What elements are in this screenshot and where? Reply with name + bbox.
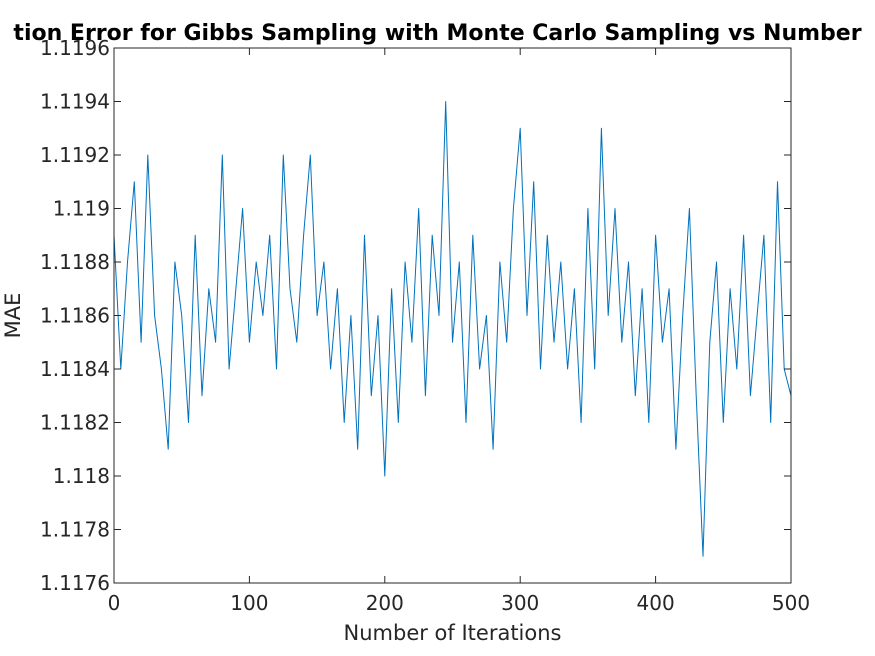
y-tick-label: 1.1192: [40, 143, 110, 167]
y-tick-label: 1.1186: [40, 304, 110, 328]
x-axis-label: Number of Iterations: [344, 621, 562, 645]
y-tick-label: 1.1178: [40, 518, 110, 542]
axes-box: [113, 47, 792, 584]
x-tick-label: 200: [366, 591, 404, 615]
y-tick-label: 1.1194: [40, 90, 110, 114]
x-tick-label: 300: [501, 591, 539, 615]
y-tick-label: 1.1196: [40, 36, 110, 60]
y-tick-label: 1.1182: [40, 411, 110, 435]
chart-title: tion Error for Gibbs Sampling with Monte…: [13, 21, 861, 46]
y-ticks: 1.1176 1.1178 1.118 1.1182 1.1184 1.1186 1.118…: [40, 36, 791, 595]
y-tick-label: 1.118: [53, 464, 110, 488]
y-axis-label: MAE: [1, 293, 25, 339]
y-tick-label: 1.1188: [40, 250, 110, 274]
y-tick-label: 1.1184: [40, 357, 110, 381]
x-tick-label: 100: [230, 591, 268, 615]
series-line: [113, 101, 792, 557]
x-tick-label: 0: [108, 591, 121, 615]
y-tick-label: 1.119: [53, 197, 110, 221]
x-tick-label: 500: [772, 591, 810, 615]
x-ticks: 0 100 200 300 400 500: [108, 48, 810, 615]
y-tick-label: 1.1176: [40, 571, 110, 595]
plot-area: [113, 101, 792, 557]
x-tick-label: 400: [637, 591, 675, 615]
